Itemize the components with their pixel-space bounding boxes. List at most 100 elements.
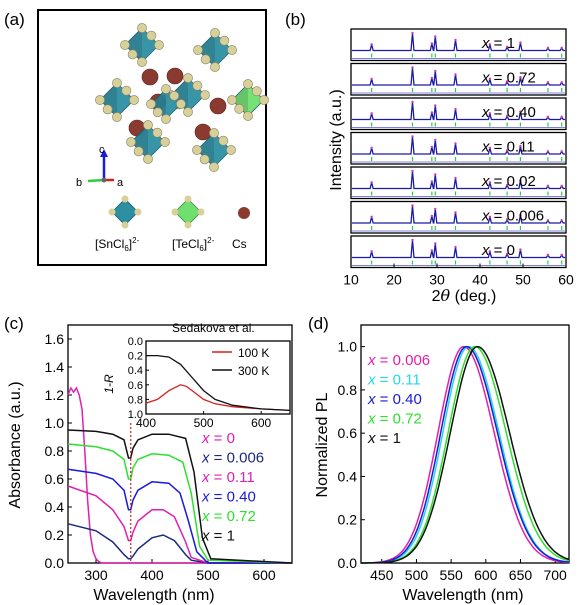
axis-c-label: c bbox=[99, 144, 105, 156]
y-tick-label: 1.2 bbox=[45, 387, 65, 403]
xrd-observed-point bbox=[519, 248, 522, 251]
cl-atom bbox=[121, 195, 129, 203]
xrd-observed-point bbox=[560, 219, 563, 222]
inset-curve bbox=[146, 354, 291, 412]
y-tick-label: 1.0 bbox=[128, 409, 143, 421]
absorbance-curve bbox=[67, 386, 292, 564]
xrd-series-label: x = 0 bbox=[481, 242, 515, 259]
y-tick-label: 0.4 bbox=[45, 499, 65, 515]
xrd-observed-point bbox=[488, 43, 492, 46]
y-tick-label: 0.8 bbox=[338, 382, 358, 398]
cs-atom bbox=[141, 68, 159, 86]
xrd-observed-point bbox=[488, 215, 492, 219]
panel-d-label: (d) bbox=[308, 314, 329, 333]
x-tick-label: 40 bbox=[472, 272, 488, 288]
cs-atom bbox=[166, 67, 184, 85]
panel-c-plot: 0.0 0.2 0.4 0.6 0.8 1.0 1.2 1.4 1.6 300 400 500 600 x… bbox=[45, 324, 293, 583]
xrd-observed-point bbox=[488, 181, 492, 184]
inset-background bbox=[146, 341, 290, 414]
xrd-observed-point bbox=[505, 80, 509, 83]
y-tick-label: 0.4 bbox=[128, 365, 143, 377]
xrd-observed-point bbox=[430, 42, 434, 45]
absorbance-curve bbox=[67, 443, 293, 564]
xrd-series-label: x = 1 bbox=[481, 35, 515, 52]
inset-title: Sedakova et al. bbox=[172, 321, 255, 335]
absorbance-curve bbox=[67, 468, 292, 564]
xrd-observed-point bbox=[488, 112, 492, 115]
xrd-observed-point bbox=[370, 215, 373, 219]
xrd-observed-point bbox=[430, 214, 434, 218]
panel-d-frame bbox=[360, 324, 570, 564]
x-tick-label: 60 bbox=[558, 272, 574, 288]
x-tick-label: 600 bbox=[252, 567, 276, 583]
x-tick-label: 700 bbox=[543, 567, 567, 583]
absorbance-series-label: x = 1 bbox=[201, 528, 235, 545]
xrd-observed-point bbox=[560, 46, 563, 50]
xrd-observed-point bbox=[411, 135, 414, 138]
absorbance-series-label: x = 0 bbox=[201, 430, 235, 447]
sn-octahedron bbox=[193, 28, 237, 72]
sn-octahedron bbox=[120, 23, 164, 67]
xrd-observed-point bbox=[560, 150, 563, 153]
x-tick-label: 400 bbox=[140, 567, 164, 583]
xrd-series-label: x = 0.40 bbox=[481, 104, 536, 121]
x-tick-label: 650 bbox=[509, 567, 533, 583]
xrd-observed-point bbox=[546, 46, 550, 50]
xrd-subpanel-frame bbox=[350, 62, 567, 96]
xrd-observed-point bbox=[505, 218, 509, 221]
xrd-observed-point bbox=[370, 181, 373, 184]
xrd-observed-point bbox=[505, 45, 509, 49]
legend-sncl6-label: [SnCl6]2- bbox=[95, 236, 140, 253]
panel-d-xlabel: Wavelength (nm) bbox=[402, 587, 523, 604]
cs-atom bbox=[194, 123, 212, 141]
panel-d-plot: 0.0 0.2 0.4 0.6 0.8 1.0 450 500 550 600 650 700 x = … bbox=[338, 324, 570, 583]
xrd-series-label: x = 0.006 bbox=[481, 208, 544, 225]
inset-legend-label: 300 K bbox=[238, 364, 269, 378]
cl-atom bbox=[121, 221, 129, 229]
panel-a-frame bbox=[37, 9, 267, 266]
absorbance-curve bbox=[67, 485, 292, 564]
xrd-observed-point bbox=[488, 146, 492, 150]
pl-series-label: x = 0.40 bbox=[367, 391, 422, 408]
xrd-subpanel-frame bbox=[350, 200, 567, 234]
xrd-subpanel-frame bbox=[350, 166, 567, 200]
sn-octahedron bbox=[95, 78, 139, 122]
pl-curve bbox=[361, 345, 570, 564]
pl-series-label: x = 0.006 bbox=[367, 352, 430, 369]
x-tick-label: 600 bbox=[474, 567, 498, 583]
y-tick-label: 0.2 bbox=[338, 512, 358, 528]
y-tick-label: 1.4 bbox=[45, 359, 65, 375]
panel-b-label: (b) bbox=[285, 10, 306, 29]
sncl6-legend-icon bbox=[111, 198, 139, 226]
xrd-subpanel-frame bbox=[350, 235, 567, 269]
crystal-structure bbox=[95, 23, 269, 172]
cs-atom bbox=[209, 97, 227, 115]
xrd-observed-point bbox=[488, 77, 492, 81]
xrd-subpanel-frame bbox=[350, 28, 567, 62]
xrd-observed-point bbox=[505, 149, 509, 152]
xrd-observed-point bbox=[370, 77, 373, 81]
x-tick-label: 10 bbox=[343, 272, 359, 288]
xrd-observed-point bbox=[505, 114, 509, 118]
axis-b-label: b bbox=[76, 177, 82, 189]
xrd-observed-point bbox=[519, 110, 522, 113]
axes-triad: c b a bbox=[76, 144, 124, 189]
y-tick-label: 0.0 bbox=[128, 336, 143, 348]
xrd-observed-point bbox=[519, 213, 522, 217]
cl-atom bbox=[134, 208, 142, 216]
absorbance-curve bbox=[67, 523, 292, 564]
xrd-observed-point bbox=[411, 66, 414, 69]
inset-legend-label: 100 K bbox=[238, 346, 269, 360]
axis-a-label: a bbox=[117, 177, 124, 189]
absorbance-curve bbox=[67, 429, 293, 564]
x-tick-label: 300 bbox=[84, 567, 108, 583]
xrd-subpanel-frame bbox=[350, 131, 567, 165]
xrd-observed-point bbox=[411, 169, 414, 173]
cl-atom bbox=[184, 221, 192, 229]
sn-octahedron bbox=[126, 120, 170, 164]
x-tick-label: 500 bbox=[405, 567, 429, 583]
y-tick-label: 0.6 bbox=[128, 380, 143, 392]
pl-curve bbox=[360, 345, 570, 564]
panel-c-xlabel: Wavelength (nm) bbox=[93, 587, 214, 604]
y-tick-label: 0.0 bbox=[338, 555, 358, 571]
